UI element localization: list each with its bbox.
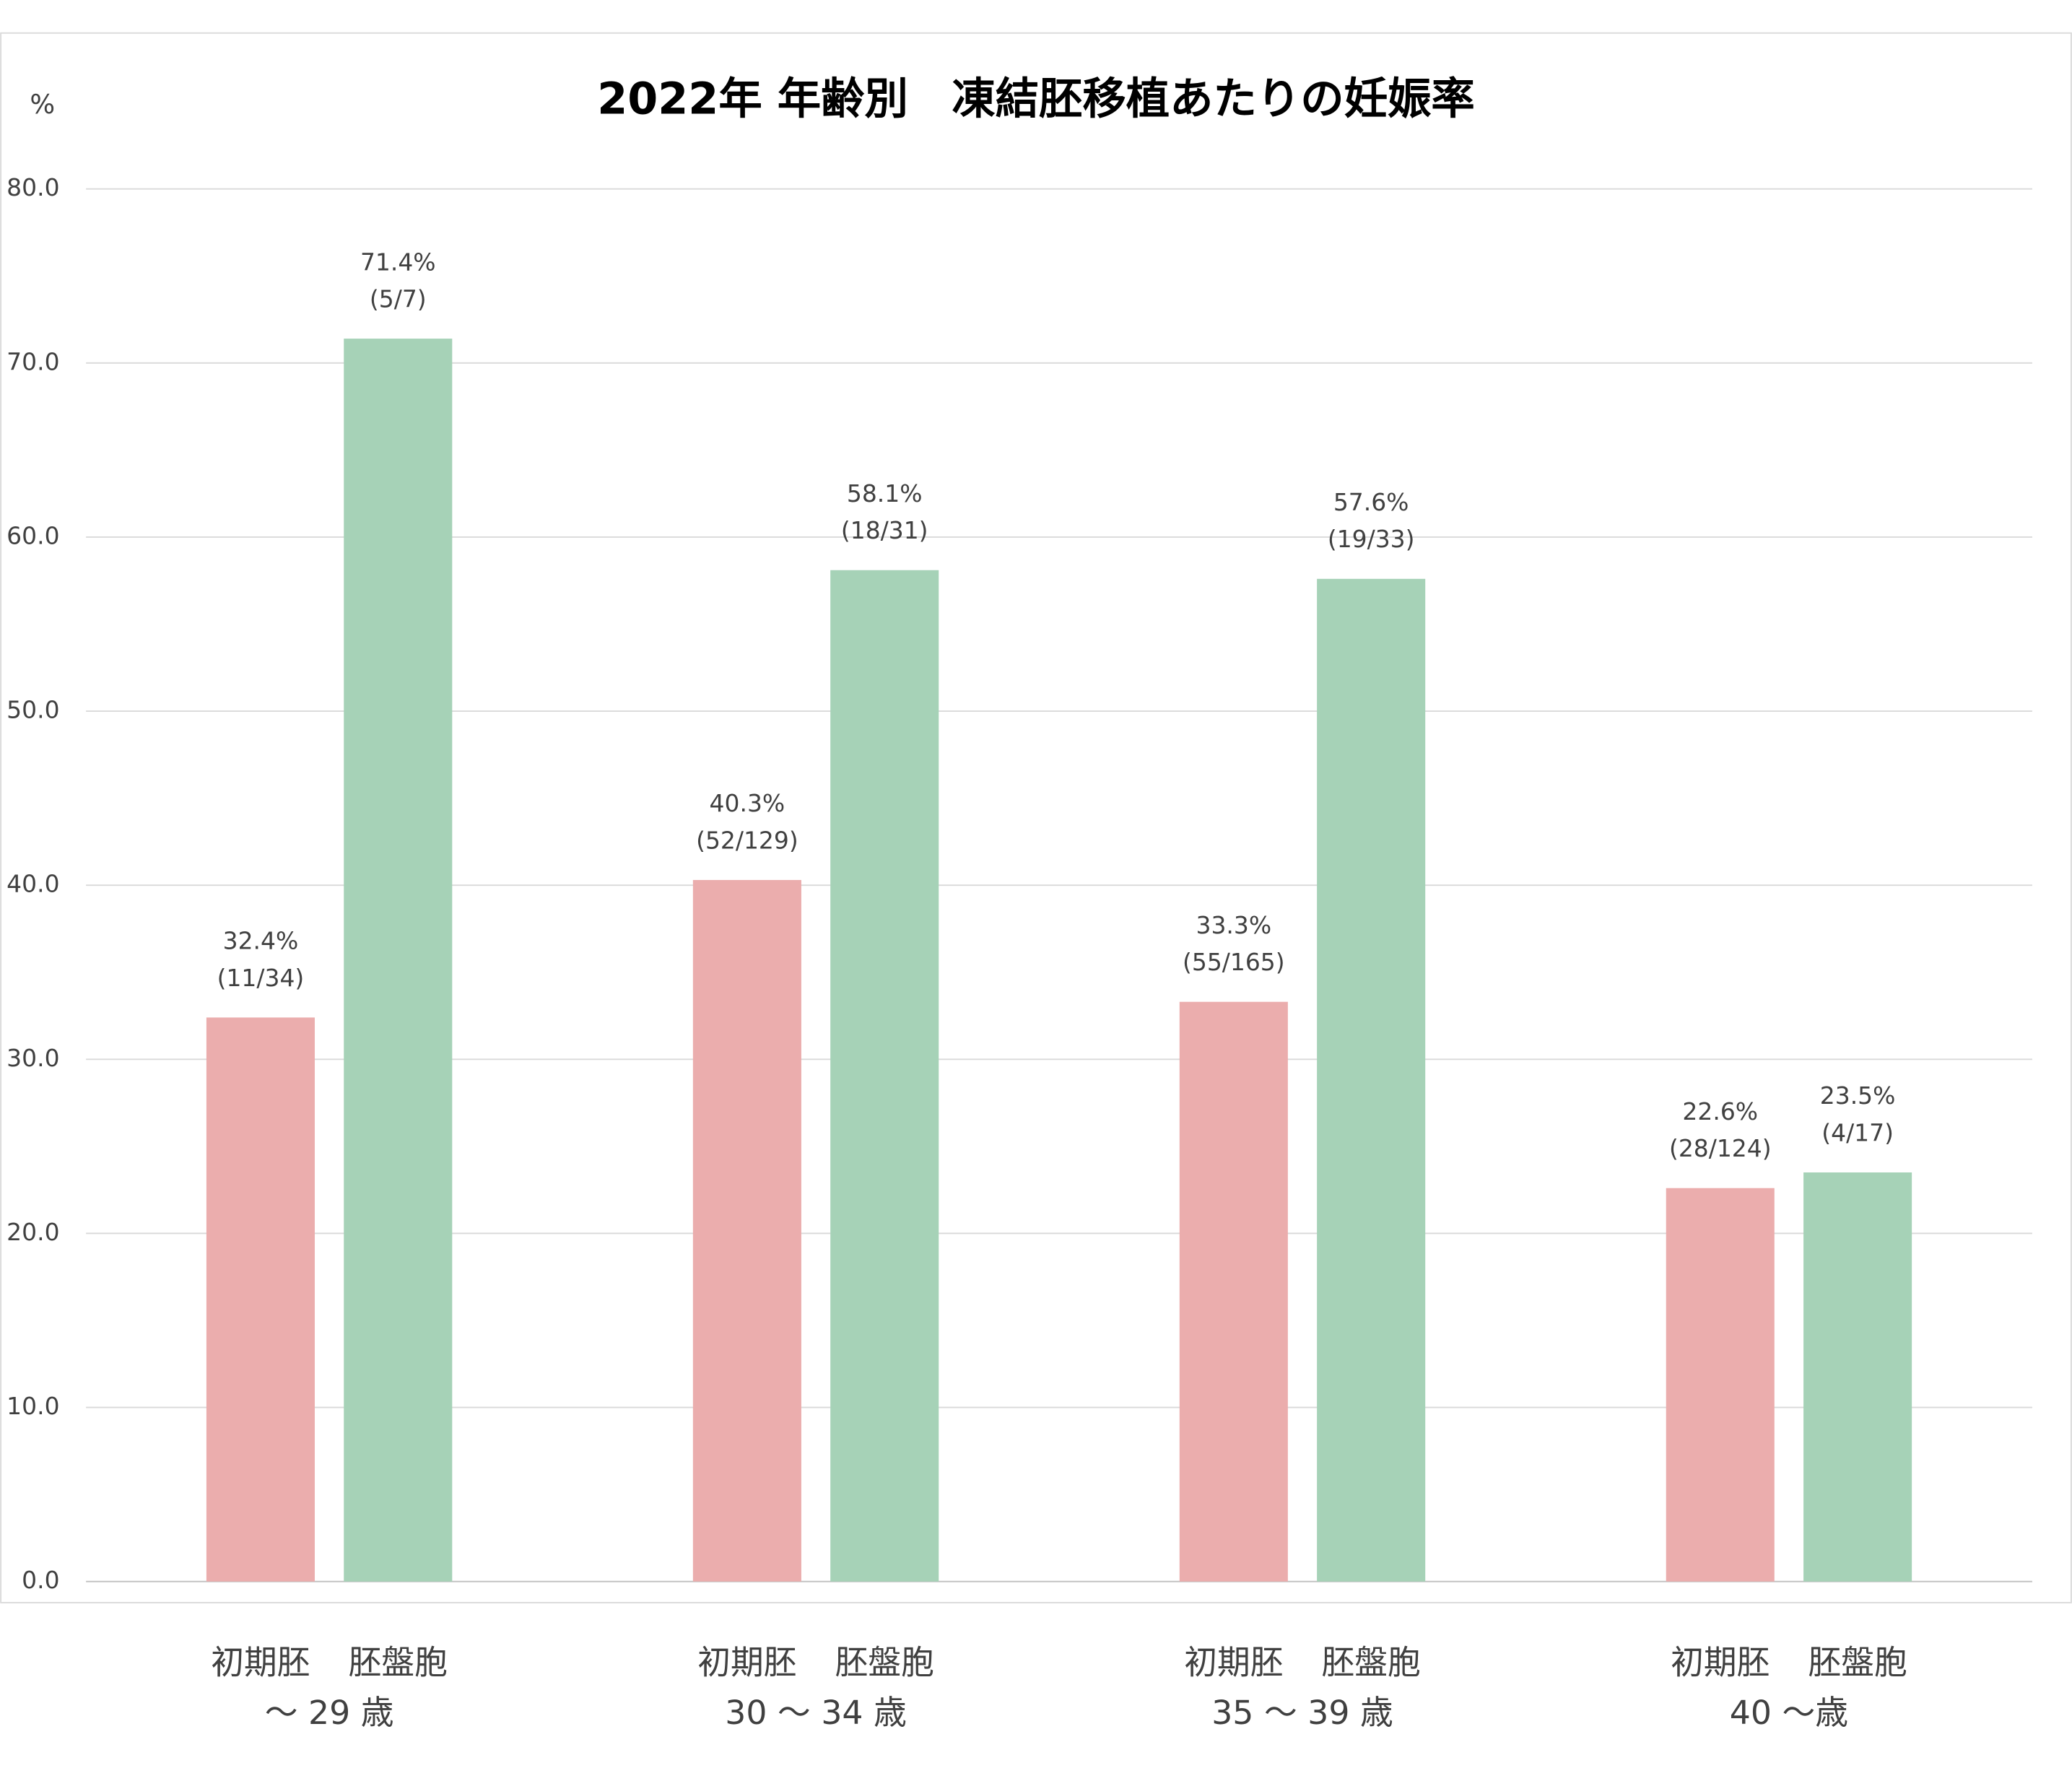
series-name: 初期胚 [211, 1643, 310, 1681]
series-name: 初期胚 [697, 1643, 796, 1681]
y-tick-label: 70.0 [6, 347, 59, 375]
value-label: 33.3% [1196, 911, 1272, 939]
bar [830, 570, 939, 1582]
bar [1179, 1001, 1288, 1582]
y-tick-label: 30.0 [6, 1044, 59, 1072]
value-label: 22.6% [1682, 1097, 1758, 1125]
value-label: 40.3% [710, 789, 785, 817]
series-name: 胚盤胞 [1322, 1643, 1421, 1681]
value-label: 32.4% [223, 927, 299, 955]
count-label: (19/33) [1328, 525, 1415, 553]
x-tick-label: 35 ～ 39 歳 [1211, 1694, 1393, 1732]
y-tick-label: 20.0 [6, 1218, 59, 1246]
bar [206, 1017, 315, 1582]
x-tick-label: 30 ～ 34 歳 [725, 1694, 907, 1732]
count-label: (11/34) [217, 964, 305, 992]
value-label: 57.6% [1333, 488, 1409, 516]
x-tick-label: 40 ～歳 [1730, 1694, 1848, 1732]
bar [1803, 1172, 1912, 1582]
count-label: (18/31) [841, 516, 928, 544]
bar [1666, 1188, 1775, 1582]
y-tick-label: 80.0 [6, 173, 59, 201]
y-axis-label: % [30, 89, 55, 120]
y-tick-label: 0.0 [22, 1566, 59, 1594]
y-tick-label: 40.0 [6, 870, 59, 898]
y-tick-label: 10.0 [6, 1392, 59, 1420]
chart-title: 2022年 年齢別 凍結胚移植あたりの妊娠率 [597, 74, 1474, 125]
value-label: 23.5% [1820, 1081, 1896, 1110]
y-tick-label: 50.0 [6, 696, 59, 724]
bar [344, 339, 453, 1582]
series-name: 胚盤胞 [1808, 1643, 1907, 1681]
x-tick-label: ～ 29 歳 [265, 1694, 394, 1732]
bar [1317, 578, 1426, 1582]
count-label: (4/17) [1821, 1118, 1894, 1146]
count-label: (55/165) [1183, 948, 1285, 976]
series-name: 胚盤胞 [349, 1643, 448, 1681]
count-label: (52/129) [696, 826, 798, 854]
value-label: 71.4% [360, 248, 436, 276]
y-tick-label: 60.0 [6, 521, 59, 549]
count-label: (28/124) [1669, 1134, 1772, 1162]
series-name: 胚盤胞 [835, 1643, 934, 1681]
series-name: 初期胚 [1671, 1643, 1770, 1681]
count-label: (5/7) [370, 284, 427, 313]
value-label: 58.1% [847, 479, 923, 508]
series-name: 初期胚 [1184, 1643, 1283, 1681]
bar [692, 879, 801, 1582]
